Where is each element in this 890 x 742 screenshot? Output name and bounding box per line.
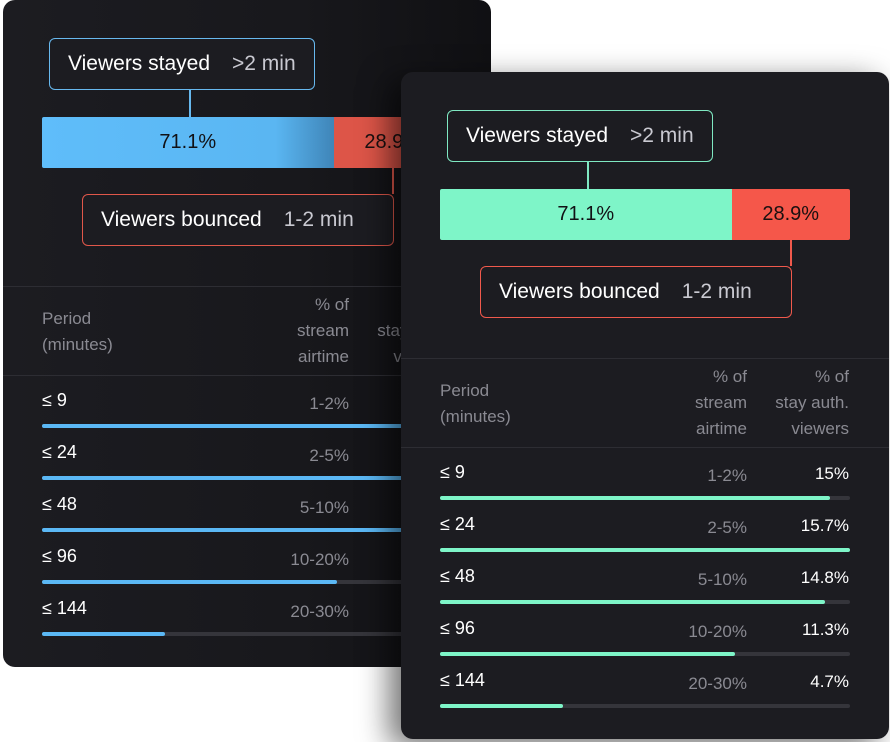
row-airtime: 20-30% (688, 674, 747, 693)
row-progress-track (42, 528, 452, 532)
viewers-stayed-label: Viewers stayed (466, 124, 609, 147)
airtime-header-line: stream (297, 321, 349, 340)
viewers-stayed-callout: Viewers stayed >2 min (49, 38, 315, 90)
row-airtime: 2-5% (707, 518, 747, 537)
row-progress-track (440, 600, 850, 604)
period-header-line: Period (42, 309, 92, 328)
row-period: ≤ 96 (42, 546, 77, 566)
airtime-header-line: % of (314, 295, 349, 314)
viewers-bounced-value: 1-2 min (283, 208, 354, 231)
retention-split-bar: 71.1% 28.9% (440, 189, 850, 240)
row-progress-track (440, 548, 850, 552)
period-column-header: Period (minutes) (440, 378, 511, 430)
row-airtime: 1-2% (309, 394, 349, 413)
stay-header-line: stay auth. (775, 393, 849, 412)
row-stay-viewers: 4.7% (810, 672, 849, 691)
row-progress-track (42, 424, 452, 428)
stayed-percentage: 71.1% (557, 203, 615, 225)
row-progress-fill (440, 600, 826, 604)
stayed-segment: 71.1% (42, 117, 334, 168)
row-airtime: 1-2% (707, 466, 747, 485)
stayed-connector (189, 90, 191, 117)
row-stay-viewers: 11.3% (802, 620, 849, 639)
row-progress-fill (42, 580, 338, 584)
viewers-bounced-value: 1-2 min (681, 280, 752, 303)
stay-header-line: viewers (791, 419, 849, 438)
table-header-divider (3, 375, 491, 376)
row-progress-fill (42, 424, 432, 428)
viewers-bounced-callout: Viewers bounced 1-2 min (480, 266, 792, 318)
stay-column-header: % of stay auth. viewers (775, 364, 849, 442)
row-progress-fill (440, 704, 563, 708)
row-progress-fill (440, 548, 850, 552)
airtime-header-line: % of (712, 367, 747, 386)
retention-split-bar: 71.1% 28.9% (42, 117, 452, 168)
viewers-stayed-value: >2 min (630, 124, 694, 147)
period-header-line: Period (440, 381, 490, 400)
row-progress-track (42, 580, 452, 584)
viewers-stayed-value: >2 min (232, 52, 296, 75)
row-period: ≤ 96 (440, 618, 475, 638)
row-progress-fill (440, 652, 736, 656)
stayed-segment: 71.1% (440, 189, 732, 240)
bounced-connector (392, 168, 394, 194)
viewers-bounced-callout: Viewers bounced 1-2 min (82, 194, 394, 246)
row-period: ≤ 24 (42, 442, 77, 462)
period-header-line: (minutes) (440, 407, 511, 426)
retention-card-front: Viewers stayed >2 min 71.1% 28.9% Viewers bo… (401, 72, 889, 739)
row-period: ≤ 48 (440, 566, 475, 586)
row-progress-track (440, 704, 850, 708)
viewers-bounced-label: Viewers bounced (101, 208, 262, 231)
row-period: ≤ 48 (42, 494, 77, 514)
row-period: ≤ 24 (440, 514, 475, 534)
airtime-header-line: airtime (297, 347, 349, 366)
period-header-line: (minutes) (42, 335, 113, 354)
stayed-percentage: 71.1% (159, 131, 217, 153)
stay-header-line: % of (814, 367, 849, 386)
row-airtime: 5-10% (299, 498, 349, 517)
row-period: ≤ 144 (42, 598, 87, 618)
table-top-divider (401, 358, 889, 359)
row-progress-track (440, 652, 850, 656)
viewers-stayed-label: Viewers stayed (68, 52, 211, 75)
bounced-connector (790, 240, 792, 266)
row-progress-fill (42, 632, 165, 636)
table-header-divider (401, 447, 889, 448)
table-top-divider (3, 286, 491, 287)
row-airtime: 20-30% (290, 602, 349, 621)
row-period: ≤ 144 (440, 670, 485, 690)
airtime-column-header: % of stream airtime (297, 292, 349, 370)
row-airtime: 2-5% (309, 446, 349, 465)
airtime-column-header: % of stream airtime (695, 364, 747, 442)
row-airtime: 10-20% (688, 622, 747, 641)
row-progress-fill (42, 476, 452, 480)
period-column-header: Period (minutes) (42, 306, 113, 358)
row-stay-viewers: 14.8% (800, 568, 849, 587)
row-airtime: 5-10% (697, 570, 747, 589)
viewers-bounced-label: Viewers bounced (499, 280, 660, 303)
row-period: ≤ 9 (42, 390, 67, 410)
row-progress-fill (440, 496, 830, 500)
row-progress-track (42, 476, 452, 480)
airtime-header-line: stream (695, 393, 747, 412)
airtime-header-line: airtime (695, 419, 747, 438)
stayed-connector (587, 162, 589, 189)
bounced-percentage: 28.9% (762, 203, 820, 225)
row-stay-viewers: 15% (814, 464, 849, 483)
row-progress-fill (42, 528, 428, 532)
row-stay-viewers: 15.7% (800, 516, 849, 535)
viewers-stayed-callout: Viewers stayed >2 min (447, 110, 713, 162)
row-period: ≤ 9 (440, 462, 465, 482)
row-progress-track (42, 632, 452, 636)
row-progress-track (440, 496, 850, 500)
row-airtime: 10-20% (290, 550, 349, 569)
bounced-segment: 28.9% (731, 189, 850, 240)
